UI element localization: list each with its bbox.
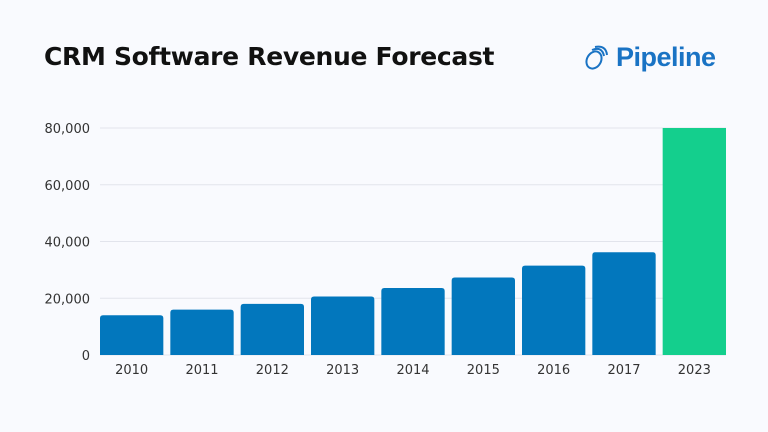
pipeline-swirl-icon (585, 45, 608, 70)
x-tick-label: 2014 (396, 363, 429, 378)
pipeline-logo: Pipeline (582, 42, 716, 73)
bar-2014 (381, 288, 445, 355)
logo-text: Pipeline (616, 42, 716, 72)
x-tick-label: 2015 (467, 363, 500, 378)
x-tick-label: 2011 (185, 363, 218, 378)
bar-2016 (522, 265, 586, 355)
y-tick-label: 20,000 (45, 292, 91, 307)
bar-2012 (240, 303, 304, 355)
bar-2010 (100, 315, 164, 355)
y-tick-label: 0 (82, 349, 90, 364)
x-tick-label: 2013 (326, 363, 359, 378)
bar-2023 (662, 128, 726, 355)
x-tick-label: 2016 (537, 363, 570, 378)
bar-2015 (451, 277, 515, 355)
bar-2011 (170, 309, 234, 355)
bar-2017 (592, 252, 656, 355)
y-tick-label: 80,000 (45, 122, 91, 137)
x-tick-label: 2012 (256, 363, 289, 378)
x-tick-label: 2010 (115, 363, 148, 378)
chart-title: CRM Software Revenue Forecast (44, 42, 495, 71)
y-tick-label: 40,000 (45, 236, 91, 251)
x-tick-label: 2017 (607, 363, 640, 378)
x-tick-label: 2023 (678, 363, 711, 378)
bar-2013 (311, 296, 375, 355)
y-tick-label: 60,000 (45, 179, 91, 194)
